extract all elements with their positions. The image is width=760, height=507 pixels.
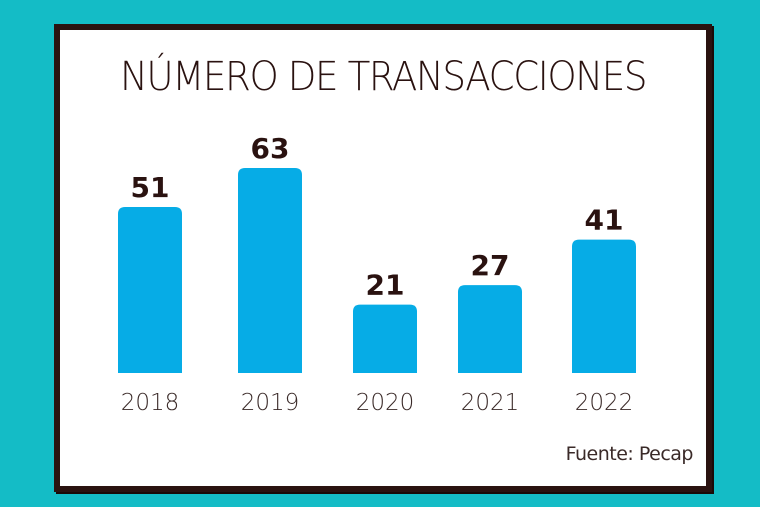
value-label-2018: 51 xyxy=(131,171,170,204)
x-tick-label-2020: 2020 xyxy=(356,390,415,416)
bars-group xyxy=(118,168,636,373)
value-label-2020: 21 xyxy=(366,269,405,302)
value-label-2021: 27 xyxy=(471,249,510,282)
bar-2020 xyxy=(353,304,417,373)
bar-2022 xyxy=(572,239,636,373)
x-tick-labels-group: 2018 2019 2020 2021 2022 xyxy=(121,390,634,416)
bar-2018 xyxy=(118,207,182,373)
bar-2021 xyxy=(458,285,522,373)
x-tick-label-2019: 2019 xyxy=(241,390,300,416)
chart-title: NÚMERO DE TRANSACCIONES xyxy=(119,54,647,100)
value-label-2019: 63 xyxy=(251,132,290,165)
x-tick-label-2021: 2021 xyxy=(461,390,520,416)
value-label-2022: 41 xyxy=(585,204,624,237)
x-tick-label-2018: 2018 xyxy=(121,390,180,416)
chart-source: Fuente: Pecap xyxy=(565,443,694,465)
bar-2019 xyxy=(238,168,302,373)
value-labels-group: 51 63 21 27 41 xyxy=(131,132,624,302)
x-tick-label-2022: 2022 xyxy=(575,390,634,416)
